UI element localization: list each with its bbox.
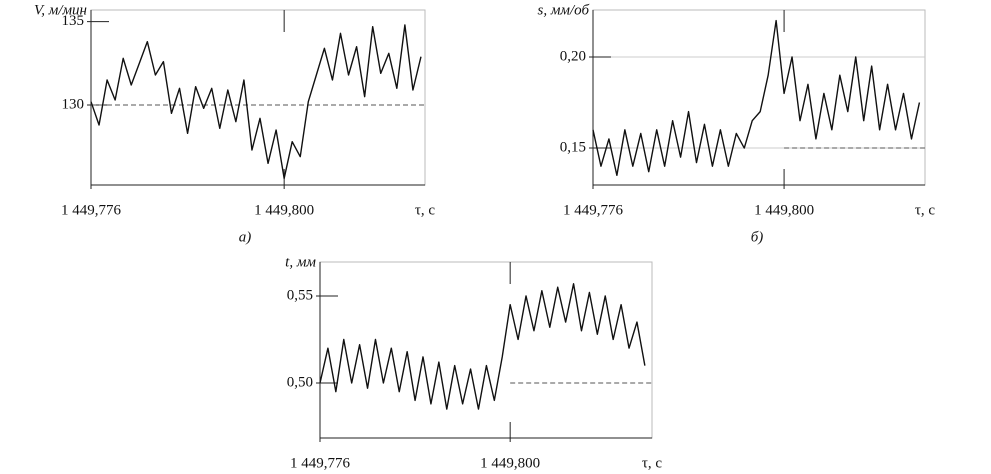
x-tick-label: 1 449,800 <box>254 202 314 218</box>
y-tick-label: 130 <box>62 96 85 112</box>
y-tick-label: 0,55 <box>287 287 313 303</box>
caption: а) <box>239 229 252 245</box>
signal-line <box>592 19 921 177</box>
y-tick-label: 0,15 <box>560 139 586 155</box>
x-axis-label: τ, с <box>642 455 663 471</box>
x-axis-label: τ, с <box>415 202 436 218</box>
x-tick-label: 1 449,776 <box>290 455 351 471</box>
y-tick-label: 0,50 <box>287 374 313 390</box>
signal-line <box>319 283 646 410</box>
x-tick-label: 1 449,776 <box>563 202 624 218</box>
y-axis-label: s, мм/об <box>538 2 590 18</box>
y-axis-label: t, мм <box>285 254 316 270</box>
y-tick-label: 0,20 <box>560 48 586 64</box>
signal-line <box>90 24 422 180</box>
plot-frame <box>319 261 653 439</box>
x-tick-label: 1 449,800 <box>754 202 814 218</box>
y-tick-label: 135 <box>62 13 85 29</box>
x-axis-label: τ, с <box>915 202 936 218</box>
x-tick-label: 1 449,776 <box>61 202 122 218</box>
caption: б) <box>751 229 764 245</box>
x-tick-label: 1 449,800 <box>480 455 540 471</box>
y-axis-label: V, м/мин <box>34 2 87 18</box>
